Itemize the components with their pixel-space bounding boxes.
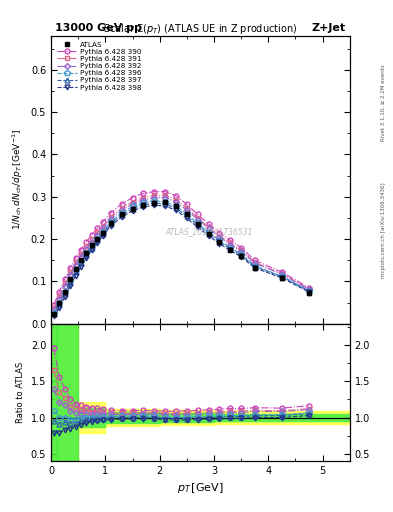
Title: Scalar $\Sigma(p_T)$ (ATLAS UE in Z production): Scalar $\Sigma(p_T)$ (ATLAS UE in Z prod… [103,22,298,36]
X-axis label: $p_T\,[\mathrm{GeV}]$: $p_T\,[\mathrm{GeV}]$ [177,481,224,495]
Y-axis label: Ratio to ATLAS: Ratio to ATLAS [16,361,25,423]
Text: Rivet 3.1.10, ≥ 2.2M events: Rivet 3.1.10, ≥ 2.2M events [381,64,386,141]
Y-axis label: $1/N_\mathrm{ch}\,dN_\mathrm{ch}/dp_T\,[\mathrm{GeV}^{-1}]$: $1/N_\mathrm{ch}\,dN_\mathrm{ch}/dp_T\,[… [11,129,25,230]
Text: ATLAS_2019_I1736531: ATLAS_2019_I1736531 [166,227,253,236]
Text: mcplots.cern.ch [arXiv:1306.3436]: mcplots.cern.ch [arXiv:1306.3436] [381,183,386,278]
Legend: ATLAS, Pythia 6.428 390, Pythia 6.428 391, Pythia 6.428 392, Pythia 6.428 396, P: ATLAS, Pythia 6.428 390, Pythia 6.428 39… [55,39,144,93]
Text: 13000 GeV pp: 13000 GeV pp [55,23,142,33]
Text: Z+Jet: Z+Jet [312,23,346,33]
